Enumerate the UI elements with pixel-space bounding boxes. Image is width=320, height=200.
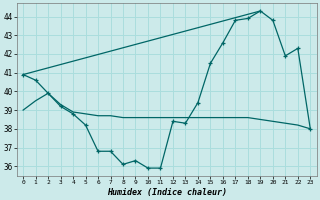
X-axis label: Humidex (Indice chaleur): Humidex (Indice chaleur)	[107, 188, 227, 197]
